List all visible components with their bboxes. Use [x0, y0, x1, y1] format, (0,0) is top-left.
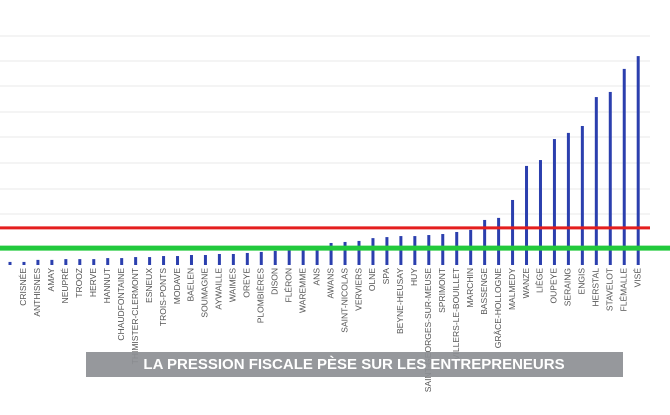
bar [594, 97, 598, 266]
x-tick-label: MARCHIN [465, 268, 475, 308]
bar [22, 261, 26, 265]
bar [176, 256, 180, 265]
caption-banner: LA PRESSION FISCALE PÈSE SUR LES ENTREPR… [86, 352, 623, 377]
bar [287, 249, 291, 265]
x-tick-label: PLOMBIÈRES [256, 268, 266, 324]
x-tick-label: GRÂCE-HOLLOGNE [493, 268, 503, 349]
x-tick-label: HUY [409, 268, 419, 286]
x-tick-label: BEYNE-HEUSAY [395, 268, 405, 334]
x-tick-label: DISON [269, 268, 279, 295]
x-tick-label: SAINT-GEORGES-SUR-MEUSE [423, 268, 433, 393]
bar [106, 258, 110, 265]
x-tick-label: CRISNÉE [18, 268, 28, 306]
x-tick-label: ANTHISNES [32, 268, 42, 317]
bar [189, 255, 193, 265]
bar [371, 238, 375, 265]
bar [245, 252, 249, 265]
x-tick-label: OUPEYE [549, 268, 559, 304]
x-tick-label: THIMISTER-CLERMONT [130, 268, 140, 364]
x-tick-label: AWANS [325, 268, 335, 299]
bar [552, 139, 556, 265]
x-tick-label: TROIS-PONTS [158, 268, 168, 326]
bar [315, 247, 319, 265]
x-tick-label: CHAUDFONTAINE [116, 268, 126, 341]
x-tick-label: SPRIMONT [437, 268, 447, 313]
x-tick-label: AYWAILLE [214, 268, 224, 310]
bar [343, 241, 347, 265]
banner-background [86, 352, 623, 377]
bar [259, 251, 263, 265]
grid [0, 35, 650, 215]
bar [636, 56, 640, 265]
bar [78, 259, 82, 265]
x-tick-label: MODAVE [172, 268, 182, 305]
category-labels: CRISNÉE ANTHISNES AMAY NEUPRÉ TROOZ HERVE HANN… [18, 268, 642, 393]
bar [162, 256, 166, 265]
x-tick-label: HERVE [88, 268, 98, 297]
bar [64, 259, 68, 265]
bars [8, 56, 640, 266]
bar [217, 253, 221, 265]
bar [497, 217, 501, 265]
bar [50, 259, 54, 265]
bar [580, 125, 584, 265]
x-tick-label: SPA [381, 268, 391, 285]
x-tick-label: SAINT-NICOLAS [339, 268, 349, 333]
x-tick-label: WAREMME [297, 268, 307, 313]
bar [483, 219, 487, 265]
x-tick-label: WANZE [521, 268, 531, 299]
x-tick-label: ENGIS [577, 268, 587, 295]
bar [203, 255, 207, 265]
x-tick-label: SOUMAGNE [200, 268, 210, 318]
x-tick-label: OLNE [367, 268, 377, 291]
x-tick-label: NEUPRÉ [60, 268, 70, 304]
caption: LA PRESSION FISCALE PÈSE SUR LES ENTREPR… [143, 356, 564, 373]
x-tick-label: FLÉRON [283, 268, 293, 302]
bar [273, 250, 277, 265]
bar [301, 249, 305, 265]
bar [8, 261, 12, 265]
x-tick-label: MALMEDY [507, 268, 517, 310]
bar [231, 253, 235, 265]
x-tick-label: VISÉ [632, 268, 642, 288]
x-tick-label: AMAY [46, 268, 56, 292]
x-tick-label: ESNEUX [144, 268, 154, 303]
bar [134, 257, 138, 265]
x-tick-label: LIÈGE [535, 268, 545, 293]
x-tick-label: BASSENGE [479, 268, 489, 315]
bar [148, 257, 152, 265]
x-tick-label: HERSTAL [591, 268, 601, 307]
bar [120, 258, 124, 265]
bar [92, 259, 96, 265]
x-tick-label: HANNUT [102, 268, 112, 303]
bar [329, 242, 333, 265]
x-tick-label: STAVELOT [605, 268, 615, 311]
x-tick-label: WAIMES [228, 268, 238, 302]
bar [511, 199, 515, 265]
bar [608, 91, 612, 265]
bar [357, 240, 361, 265]
bar [622, 68, 626, 266]
bar [525, 165, 529, 265]
bar [538, 160, 542, 265]
x-tick-label: BAELEN [186, 268, 196, 302]
x-tick-label: FLÉMALLE [618, 268, 628, 312]
x-tick-label: ANS [311, 268, 321, 286]
x-tick-label: TROOZ [74, 268, 84, 298]
bar [566, 132, 570, 265]
x-tick-label: OREYE [242, 268, 252, 298]
x-tick-label: SERAING [563, 268, 573, 306]
x-tick-label: VILLERS-LE-BOUILLET [451, 268, 461, 360]
bar [385, 237, 389, 265]
x-tick-label: VERVIERS [353, 268, 363, 311]
reference-lines [0, 226, 670, 251]
bar [36, 259, 40, 265]
